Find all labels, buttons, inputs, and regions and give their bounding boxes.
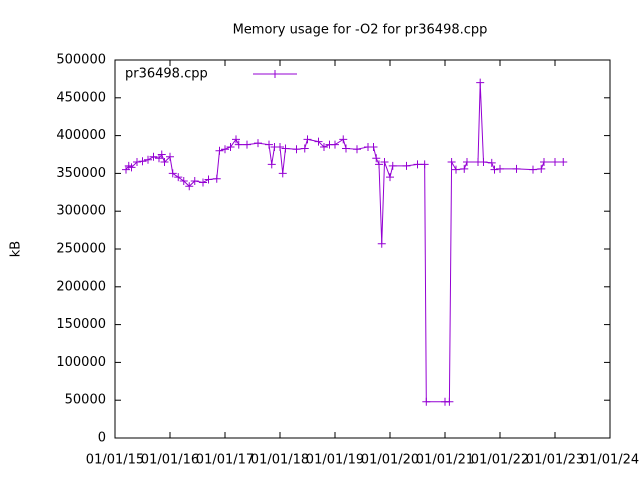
- point-marker: [496, 164, 504, 173]
- point-marker: [149, 152, 158, 161]
- point-marker: [375, 160, 383, 169]
- point-marker: [314, 137, 323, 146]
- point-marker: [353, 145, 361, 154]
- y-tick-label: 0: [98, 431, 106, 446]
- y-tick-label: 300000: [56, 204, 106, 219]
- point-marker: [529, 165, 537, 174]
- point-marker: [300, 144, 309, 153]
- point-marker: [160, 158, 169, 167]
- point-marker: [339, 135, 348, 144]
- x-tick-label: 01/01/21: [416, 453, 474, 468]
- y-tick-label: 150000: [56, 317, 106, 332]
- point-marker: [559, 158, 568, 167]
- point-marker: [199, 178, 207, 187]
- x-tick-label: 01/01/22: [471, 453, 529, 468]
- point-marker: [234, 140, 243, 149]
- point-marker: [212, 174, 221, 183]
- plot-border: [114, 59, 611, 439]
- chart-title: Memory usage for -O2 for pr36498.cpp: [233, 23, 488, 38]
- point-marker: [413, 160, 422, 169]
- y-tick-label: 200000: [56, 279, 106, 294]
- point-marker: [422, 397, 431, 406]
- point-marker: [372, 154, 381, 163]
- point-marker: [490, 165, 499, 174]
- point-marker: [377, 239, 386, 248]
- point-marker: [303, 135, 312, 144]
- point-marker: [388, 161, 397, 170]
- point-marker: [226, 142, 235, 151]
- point-marker: [243, 140, 251, 149]
- point-marker: [369, 142, 378, 151]
- y-tick-label: 100000: [56, 355, 106, 370]
- point-marker: [267, 160, 276, 169]
- point-marker: [320, 142, 328, 151]
- point-marker: [265, 140, 273, 149]
- point-marker: [138, 157, 147, 166]
- point-marker: [215, 146, 224, 155]
- point-marker: [168, 169, 177, 178]
- point-marker: [157, 150, 166, 159]
- x-tick-label: 01/01/19: [306, 453, 364, 468]
- point-marker: [278, 169, 287, 178]
- point-marker: [185, 182, 194, 191]
- point-marker: [174, 173, 183, 182]
- point-marker: [204, 175, 213, 184]
- point-marker: [144, 155, 152, 164]
- point-marker: [512, 164, 521, 173]
- x-tick-label: 01/01/15: [86, 453, 144, 468]
- point-marker: [463, 158, 471, 167]
- legend-swatch-marker: [271, 70, 279, 78]
- point-marker: [452, 165, 460, 174]
- point-marker: [292, 145, 301, 154]
- point-marker: [386, 173, 394, 182]
- y-tick-label: 450000: [56, 90, 106, 105]
- point-marker: [166, 152, 174, 161]
- point-marker: [402, 161, 411, 170]
- x-tick-label: 01/01/17: [196, 453, 254, 468]
- point-marker: [445, 397, 454, 406]
- point-marker: [331, 140, 339, 149]
- point-marker: [537, 164, 546, 173]
- point-marker: [281, 144, 290, 153]
- y-tick-label: 250000: [56, 242, 106, 257]
- x-tick-label: 01/01/16: [141, 453, 199, 468]
- point-marker: [540, 158, 548, 167]
- point-marker: [190, 176, 199, 185]
- point-marker: [276, 142, 284, 151]
- x-tick-label: 01/01/23: [526, 453, 584, 468]
- point-marker: [479, 158, 488, 167]
- legend-label: pr36498.cpp: [125, 67, 208, 82]
- point-marker: [447, 158, 456, 167]
- point-marker: [127, 163, 136, 172]
- point-marker: [487, 158, 496, 167]
- x-tick-label: 01/01/24: [581, 453, 639, 468]
- point-marker: [476, 78, 485, 87]
- point-marker: [232, 135, 240, 144]
- series-line: [125, 82, 564, 403]
- y-tick-label: 400000: [56, 128, 106, 143]
- point-marker: [551, 158, 559, 167]
- point-marker: [179, 176, 188, 185]
- y-tick-label: 350000: [56, 166, 106, 181]
- y-tick-label: 50000: [65, 393, 106, 408]
- point-marker: [460, 164, 469, 173]
- y-axis-label: kB: [9, 241, 24, 257]
- y-tick-label: 500000: [56, 53, 106, 68]
- point-marker: [221, 145, 229, 154]
- point-marker: [254, 139, 262, 148]
- x-tick-label: 01/01/18: [251, 453, 309, 468]
- x-tick-label: 01/01/20: [361, 453, 419, 468]
- point-marker: [380, 158, 389, 167]
- point-marker: [342, 144, 350, 153]
- point-marker: [420, 160, 429, 169]
- point-marker: [133, 158, 141, 167]
